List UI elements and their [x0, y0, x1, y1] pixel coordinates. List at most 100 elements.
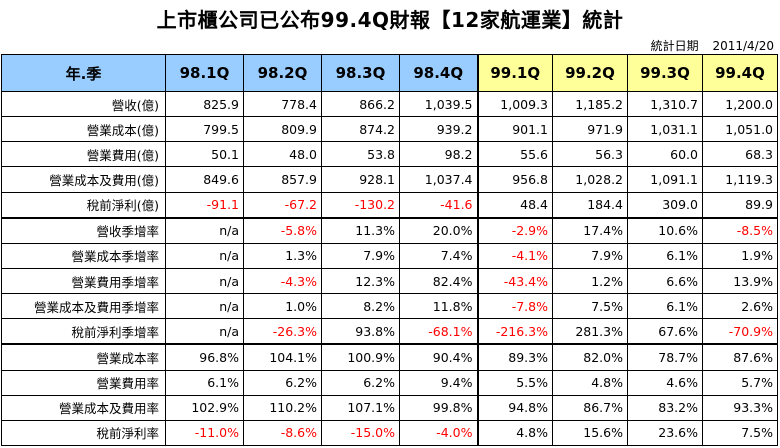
table-cell: -4.3%: [243, 267, 322, 295]
table-row: 營業費用率 6.1% 6.2% 6.2% 9.4% 5.5% 4.8% 4.6% 5.7%: [1, 369, 778, 396]
table-cell: 1,185.2: [552, 90, 628, 118]
row-label: 營業成本率: [1, 343, 166, 371]
row-label: 營業費用率: [1, 369, 166, 396]
row-label: 營收(億): [1, 90, 166, 118]
table-cell: 7.9%: [321, 242, 400, 269]
table-cell: 87.6%: [702, 343, 778, 371]
table-cell: 107.1%: [321, 394, 400, 421]
table-cell: 104.1%: [243, 343, 322, 371]
table-cell: 6.1%: [165, 369, 244, 396]
table-row: 營收季增率 n/a -5.8% 11.3% 20.0% -2.9% 17.4% 10.6% -8…: [1, 216, 778, 244]
table-row: 營收(億) 825.9 778.4 866.2 1,039.5 1,009.3 1,185.…: [1, 90, 778, 118]
table-cell: 939.2: [399, 116, 478, 143]
table-cell: -67.2: [243, 191, 322, 219]
table-cell: -70.9%: [702, 318, 778, 345]
table-cell: 100.9%: [321, 343, 400, 371]
table-cell: 9.4%: [399, 369, 478, 396]
stats-date-label: 統計日期: [650, 39, 699, 53]
table-cell: 1,039.5: [399, 90, 478, 118]
table-cell: 11.3%: [321, 216, 400, 244]
column-header: 99.3Q: [627, 54, 703, 92]
table-row: 營業費用季增率 n/a -4.3% 12.3% 82.4% -43.4% 1.2% 6.6% 1…: [1, 267, 778, 295]
table-header-row: 年.季 98.1Q 98.2Q 98.3Q 98.4Q 99.1Q 99.2Q …: [1, 54, 778, 92]
table-cell: 6.2%: [321, 369, 400, 396]
table-cell: 89.9: [702, 191, 778, 219]
table-cell: 874.2: [321, 116, 400, 143]
table-row: 稅前淨利季增率 n/a -26.3% 93.8% -68.1% -216.3% 281.3%…: [1, 318, 778, 345]
table-cell: 1,051.0: [702, 116, 778, 143]
table-cell: 98.2: [399, 141, 478, 168]
stats-date-value: 2011/4/20: [712, 39, 774, 53]
table-cell: 7.4%: [399, 242, 478, 269]
row-label: 稅前淨利季增率: [1, 318, 166, 345]
table-cell: 8.2%: [321, 293, 400, 320]
stats-date: 統計日期 2011/4/20: [641, 37, 774, 54]
table-cell: 53.8: [321, 141, 400, 168]
table-cell: 96.8%: [165, 343, 244, 371]
table-cell: n/a: [165, 318, 244, 345]
table-cell: 1,028.2: [552, 166, 628, 193]
table-cell: 99.8%: [399, 394, 478, 421]
table-cell: 866.2: [321, 90, 400, 118]
corner-header: 年.季: [1, 54, 166, 92]
table-cell: 1,009.3: [476, 90, 553, 118]
table-cell: -4.1%: [476, 242, 553, 269]
table-cell: 971.9: [552, 116, 628, 143]
table-cell: n/a: [165, 216, 244, 244]
table-cell: 20.0%: [399, 216, 478, 244]
table-cell: 6.1%: [627, 293, 703, 320]
table-cell: 89.3%: [476, 343, 553, 371]
table-cell: 4.8%: [476, 419, 553, 447]
table-cell: 12.3%: [321, 267, 400, 295]
table-cell: 7.5%: [552, 293, 628, 320]
table-row: 營業成本率 96.8% 104.1% 100.9% 90.4% 89.3% 82.0% 78.…: [1, 343, 778, 371]
column-header: 98.4Q: [399, 54, 478, 92]
table-cell: 110.2%: [243, 394, 322, 421]
table-cell: 6.1%: [627, 242, 703, 269]
table-cell: 956.8: [476, 166, 553, 193]
table-cell: 1,091.1: [627, 166, 703, 193]
table-cell: -26.3%: [243, 318, 322, 345]
table-cell: 68.3: [702, 141, 778, 168]
table-cell: 5.7%: [702, 369, 778, 396]
table-cell: 86.7%: [552, 394, 628, 421]
table-cell: -15.0%: [321, 419, 400, 447]
table-row: 營業成本及費用季增率 n/a 1.0% 8.2% 11.8% -7.8% 7.5% 6.1% 2…: [1, 293, 778, 320]
financial-table: 年.季 98.1Q 98.2Q 98.3Q 98.4Q 99.1Q 99.2Q …: [1, 54, 778, 447]
table-cell: 7.9%: [552, 242, 628, 269]
table-cell: -43.4%: [476, 267, 553, 295]
table-cell: 928.1: [321, 166, 400, 193]
table-row: 營業費用(億) 50.1 48.0 53.8 98.2 55.6 56.3 60.0 68.3: [1, 141, 778, 168]
row-label: 稅前淨利(億): [1, 191, 166, 219]
table-cell: 1.2%: [552, 267, 628, 295]
row-label: 營業費用季增率: [1, 267, 166, 295]
table-cell: 13.9%: [702, 267, 778, 295]
column-header: 99.1Q: [476, 54, 553, 92]
table-cell: -5.8%: [243, 216, 322, 244]
row-label: 營業成本及費用季增率: [1, 293, 166, 320]
table-cell: 901.1: [476, 116, 553, 143]
table-cell: 50.1: [165, 141, 244, 168]
table-cell: -8.5%: [702, 216, 778, 244]
row-label: 營業費用(億): [1, 141, 166, 168]
table-cell: 857.9: [243, 166, 322, 193]
table-cell: -4.0%: [399, 419, 478, 447]
table-cell: -91.1: [165, 191, 244, 219]
table-cell: 309.0: [627, 191, 703, 219]
table-cell: -216.3%: [476, 318, 553, 345]
table-row: 營業成本(億) 799.5 809.9 874.2 939.2 901.1 971.9 1,0…: [1, 116, 778, 143]
table-cell: -68.1%: [399, 318, 478, 345]
row-label: 營業成本及費用(億): [1, 166, 166, 193]
table-cell: 1.3%: [243, 242, 322, 269]
table-cell: 1,310.7: [627, 90, 703, 118]
table-cell: 78.7%: [627, 343, 703, 371]
table-cell: 1,119.3: [702, 166, 778, 193]
table-cell: 17.4%: [552, 216, 628, 244]
table-cell: n/a: [165, 242, 244, 269]
table-cell: n/a: [165, 293, 244, 320]
table-cell: 799.5: [165, 116, 244, 143]
table-cell: 23.6%: [627, 419, 703, 447]
table-cell: 1,031.1: [627, 116, 703, 143]
page-title: 上市櫃公司已公布99.4Q財報【12家航運業】統計: [156, 8, 624, 32]
column-header: 99.2Q: [552, 54, 628, 92]
